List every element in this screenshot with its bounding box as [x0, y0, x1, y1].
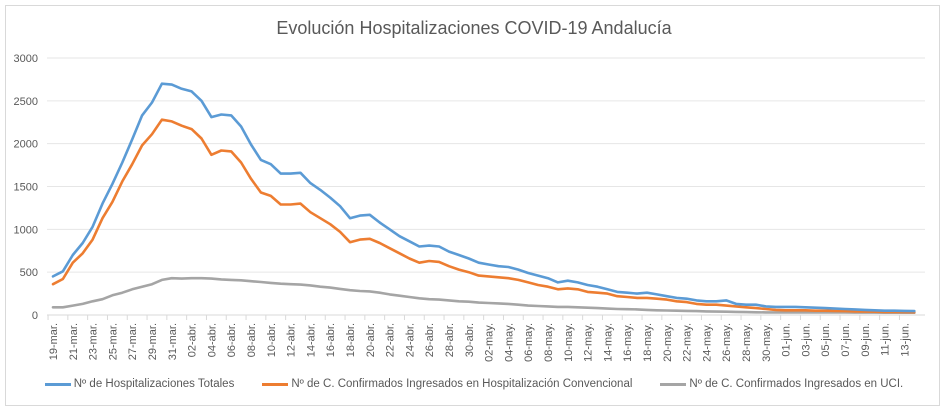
x-tick-label: 24-may.	[701, 323, 713, 362]
x-tick-label: 04-abr.	[206, 323, 218, 357]
x-tick-label: 02-abr.	[187, 323, 199, 357]
x-tick-label: 18-may.	[642, 323, 654, 362]
x-tick-label: 22-may.	[682, 323, 694, 362]
x-tick-label: 05-jun.	[820, 323, 832, 357]
x-tick-label: 04-may.	[503, 323, 515, 362]
legend-swatch-conventional	[262, 382, 289, 386]
x-tick-label: 18-abr.	[345, 323, 357, 357]
series-lines	[51, 82, 916, 315]
x-tick-label: 12-abr.	[286, 323, 298, 357]
legend-swatch-icu	[660, 382, 687, 386]
x-tick-label: 26-may.	[721, 323, 733, 362]
x-tick-label: 16-abr.	[325, 323, 337, 357]
series-line-icu	[51, 276, 916, 315]
x-tick-label: 29-mar.	[147, 323, 159, 360]
x-tick-label: 28-abr.	[444, 323, 456, 357]
legend-item-conventional: Nº de C. Confirmados Ingresados en Hospi…	[262, 378, 632, 390]
chart-frame	[5, 5, 940, 406]
y-tick-label: 2500	[14, 96, 38, 108]
series-line-conventional	[51, 118, 916, 314]
x-tick-label: 19-mar.	[48, 323, 60, 360]
x-tick-label: 30-may.	[761, 323, 773, 362]
x-tick-label: 28-may.	[741, 323, 753, 362]
x-tick-label: 14-may.	[602, 323, 614, 362]
x-tick-label: 24-abr.	[404, 323, 416, 357]
x-tick-label: 01-jun.	[781, 323, 793, 357]
legend-label-icu: Nº de C. Confirmados Ingresados en UCI.	[689, 378, 904, 390]
x-tick-label: 08-may.	[543, 323, 555, 362]
x-tick-label: 06-may.	[523, 323, 535, 362]
x-tick-label: 20-may.	[662, 323, 674, 362]
x-tick-label: 20-abr.	[365, 323, 377, 357]
x-tick-label: 03-jun.	[800, 323, 812, 357]
x-tick-label: 02-may.	[484, 323, 496, 362]
y-tick-label: 2000	[14, 139, 38, 151]
x-axis: 19-mar. 21-mar. 23-mar. 25-mar. 27-mar. 29-ma…	[47, 315, 911, 362]
y-tick-label: 1000	[14, 224, 38, 236]
x-tick-label: 12-may.	[583, 323, 595, 362]
x-tick-label: 06-abr.	[226, 323, 238, 357]
x-tick-label: 16-may.	[622, 323, 634, 362]
x-tick-label: 30-abr.	[464, 323, 476, 357]
x-tick-label: 14-abr.	[305, 323, 317, 357]
x-tick-label: 09-jun.	[860, 323, 872, 357]
y-tick-label: 500	[20, 267, 38, 279]
chart-title: Evolución Hospitalizaciones COVID-19 And…	[276, 18, 672, 38]
x-tick-label: 27-mar.	[127, 323, 139, 360]
legend: Nº de Hospitalizaciones Totales Nº de C.…	[0, 378, 948, 390]
y-tick-label: 0	[32, 310, 38, 322]
x-tick-label: 08-abr.	[246, 323, 258, 357]
series-line-total	[51, 82, 916, 313]
x-tick-label: 31-mar.	[167, 323, 179, 360]
x-tick-label: 11-jun.	[880, 323, 892, 356]
x-tick-label: 10-abr.	[266, 323, 278, 357]
y-axis: 0 500 1000 1500 2000 2500 3000	[14, 53, 38, 322]
x-tick-label: 23-mar.	[88, 323, 100, 360]
legend-swatch-total	[44, 382, 71, 386]
y-tick-label: 3000	[14, 53, 38, 65]
x-tick-label: 26-abr.	[424, 323, 436, 357]
x-tick-label: 07-jun.	[840, 323, 852, 357]
x-tick-label: 22-abr.	[385, 323, 397, 357]
legend-item-total: Nº de Hospitalizaciones Totales	[44, 378, 235, 390]
gridlines	[47, 57, 925, 316]
legend-label-conventional: Nº de C. Confirmados Ingresados en Hospi…	[291, 378, 633, 390]
legend-label-total: Nº de Hospitalizaciones Totales	[73, 378, 235, 390]
x-tick-label: 21-mar.	[68, 323, 80, 360]
y-tick-label: 1500	[14, 182, 38, 194]
legend-item-icu: Nº de C. Confirmados Ingresados en UCI.	[660, 378, 903, 390]
x-tick-label: 25-mar.	[107, 323, 119, 360]
x-tick-label: 13-jun.	[899, 323, 911, 357]
x-tick-label: 10-may.	[563, 323, 575, 362]
